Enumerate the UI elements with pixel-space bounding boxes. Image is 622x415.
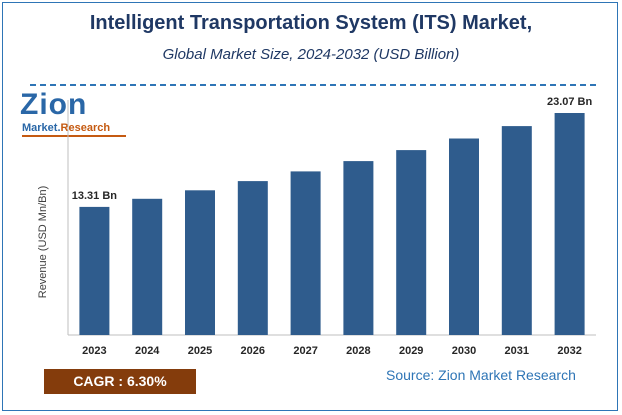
bar-2028: [343, 161, 374, 335]
x-tick-label: 2025: [188, 345, 212, 357]
data-labels-group: 13.31 Bn 23.07 Bn: [72, 96, 593, 202]
bar-2024: [132, 198, 163, 335]
logo-name: Zion: [20, 88, 88, 121]
logo-tagline-left: Market.: [22, 122, 61, 134]
zion-logo: Zion Market.Research: [14, 88, 134, 142]
data-label-2023: 13.31 Bn: [72, 190, 118, 202]
logo-underline: [22, 135, 126, 137]
x-tick-label: 2028: [346, 345, 370, 357]
x-tick-label: 2031: [505, 345, 529, 357]
chart-title: Intelligent Transportation System (ITS) …: [89, 12, 533, 34]
bar-2030: [449, 138, 479, 335]
bar-2031: [501, 126, 532, 335]
bar-2023: [79, 206, 110, 335]
title-divider: [30, 84, 596, 86]
chart-subtitle: Global Market Size, 2024-2032 (USD Billi…: [162, 46, 460, 63]
cagr-badge: CAGR : 6.30%: [44, 369, 196, 394]
bar-2025: [185, 190, 215, 335]
bar-2032: [554, 113, 585, 335]
x-tick-label: 2027: [293, 345, 317, 357]
x-tick-label: 2032: [557, 345, 581, 357]
x-tick-label: 2023: [82, 345, 106, 357]
logo-tagline: Market.Research: [22, 122, 110, 134]
bar-2026: [237, 181, 268, 335]
x-tick-label: 2026: [241, 345, 265, 357]
x-tick-labels-group: 2023 2024 2025 2026 2027 2028 2029 2030 2031 2032: [82, 345, 582, 357]
logo-tagline-right: Research: [60, 122, 111, 134]
y-axis-label: Revenue (USD Mn/Bn): [37, 186, 49, 299]
x-tick-label: 2024: [135, 345, 160, 357]
x-tick-label: 2029: [399, 345, 423, 357]
source-text: Source: Zion Market Research: [386, 367, 576, 383]
bar-2029: [396, 150, 427, 335]
bar-2027: [290, 171, 321, 335]
x-tick-label: 2030: [452, 345, 476, 357]
data-label-2032: 23.07 Bn: [547, 96, 593, 108]
bars-group: [79, 113, 585, 335]
